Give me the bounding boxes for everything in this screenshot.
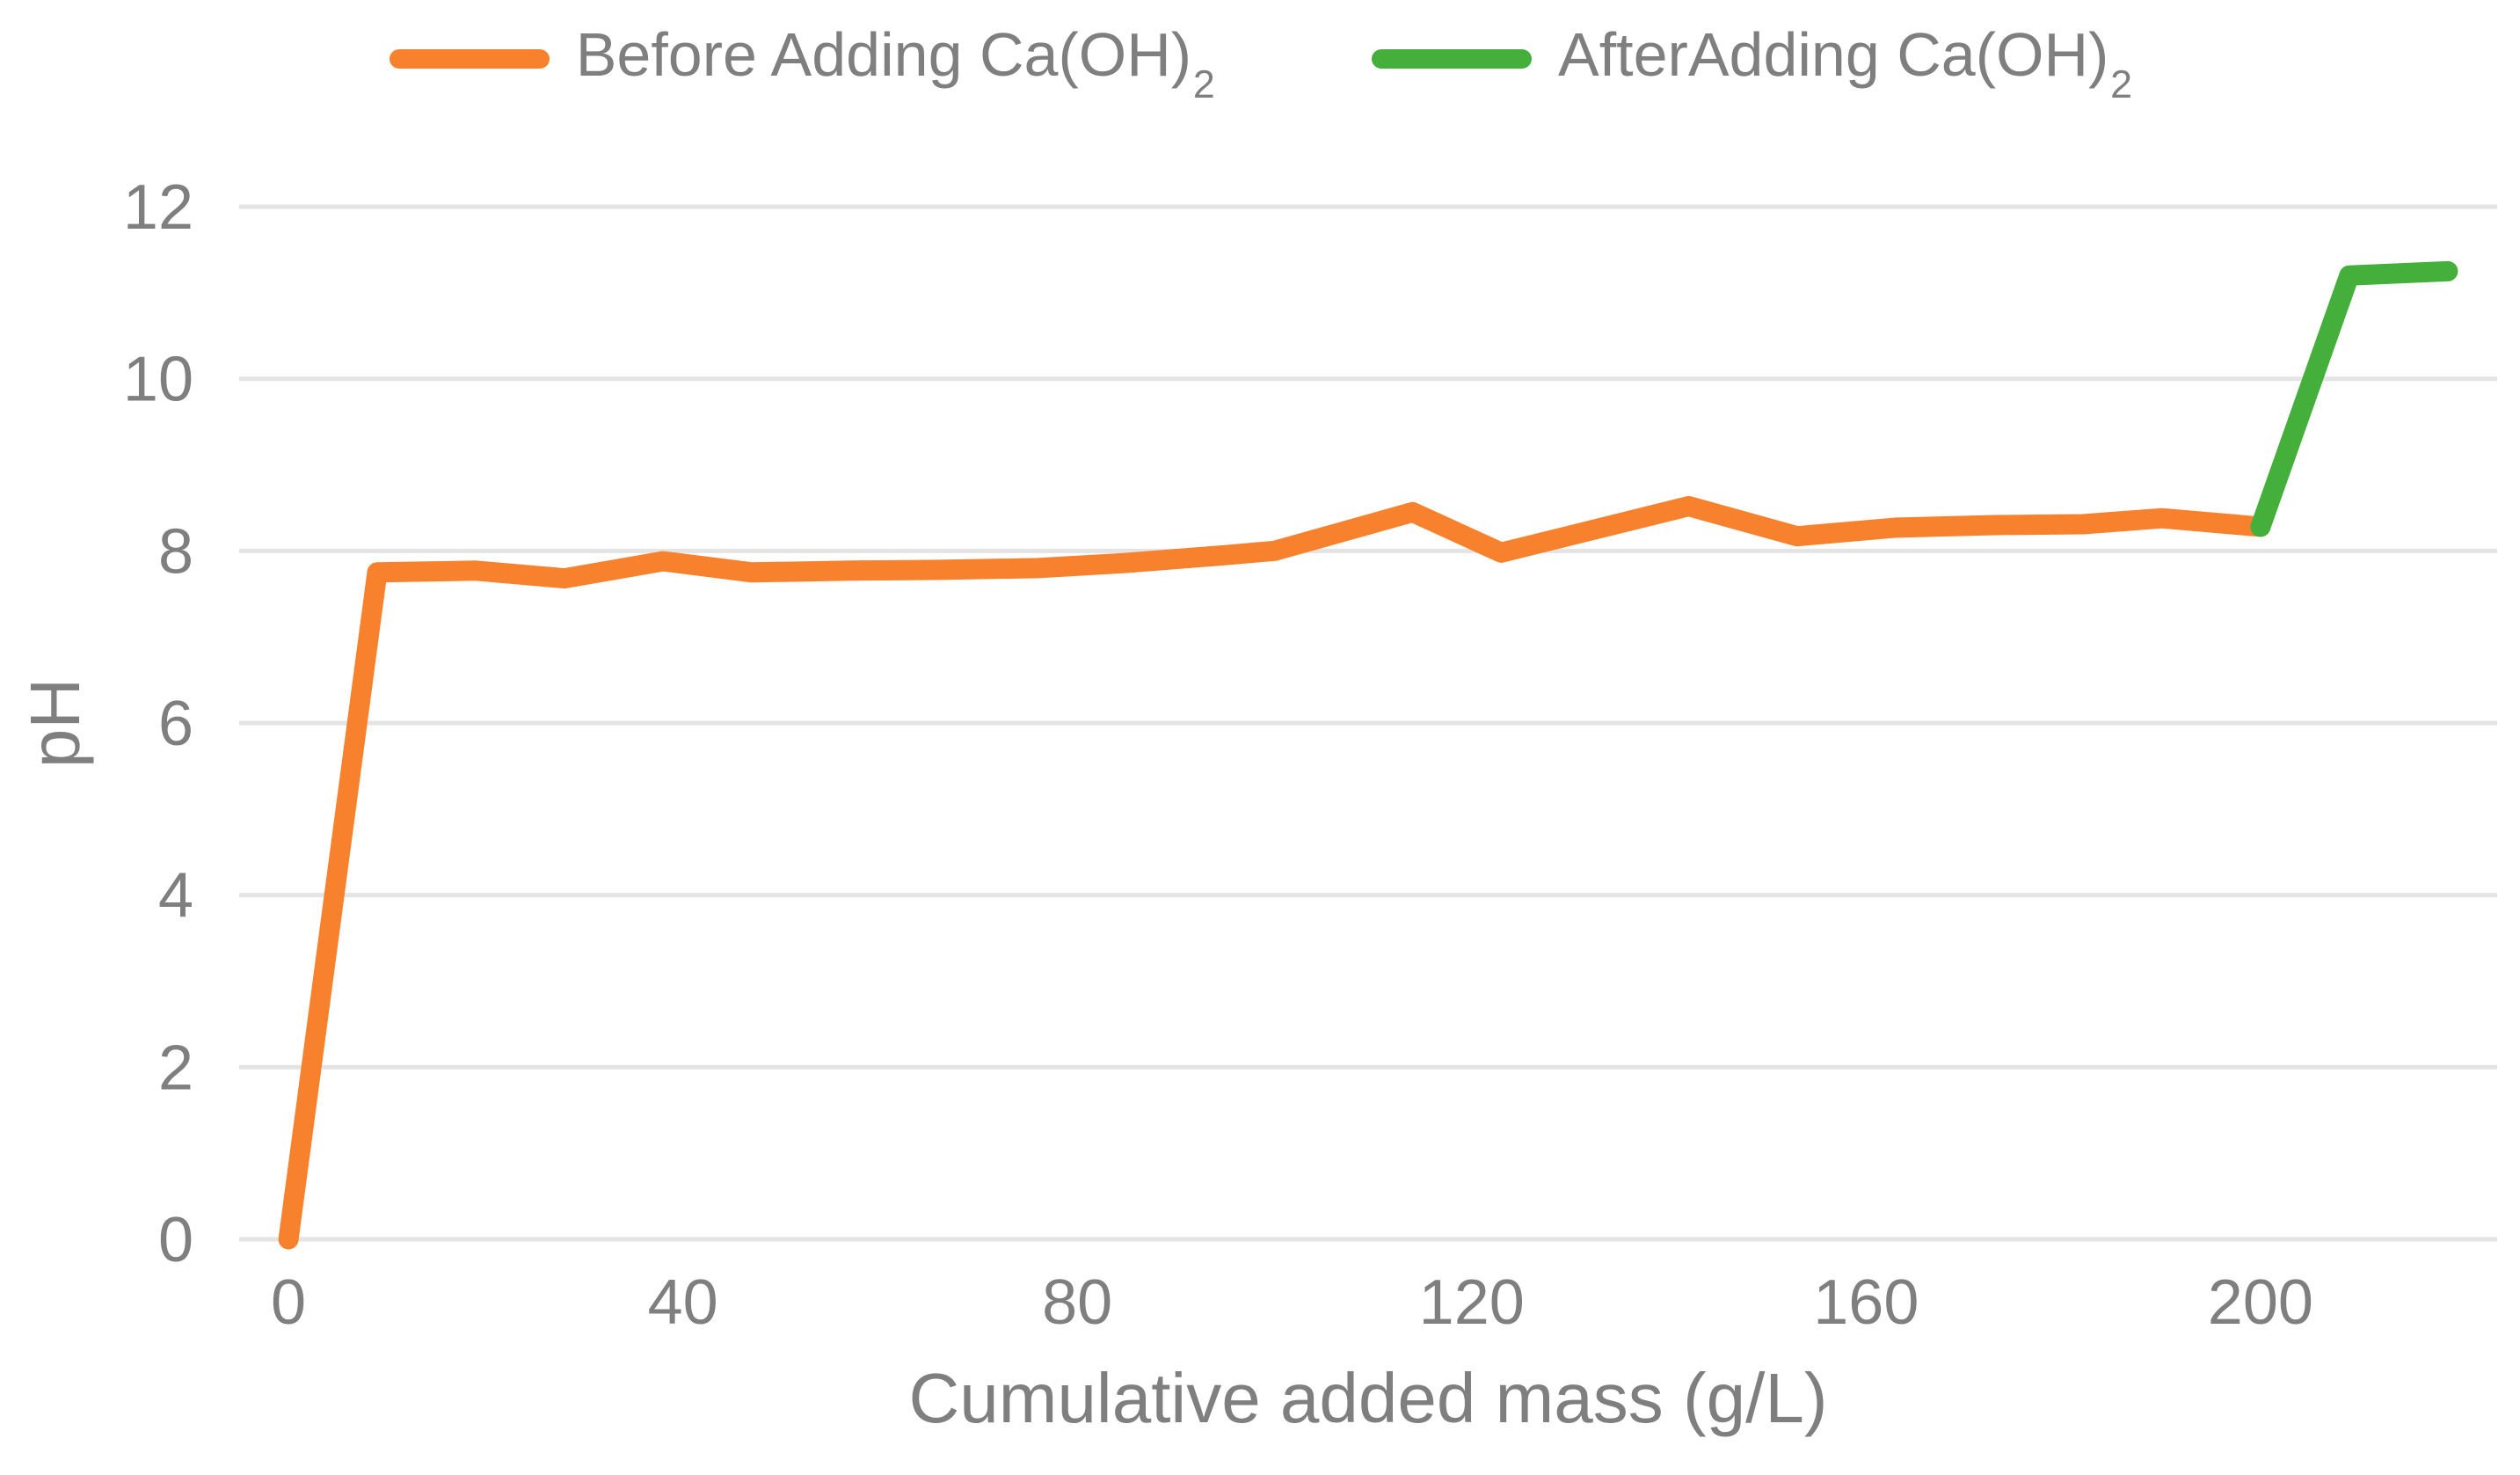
legend-label-before: Before Adding Ca(OH)2 [575,20,1215,106]
y-tick-label-10: 10 [123,345,193,415]
legend-swatch-before [389,49,550,69]
legend-entry-after: AfterAdding Ca(OH)2 [1372,19,2133,106]
y-tick-label-12: 12 [123,172,193,243]
legend-label-after-subscript: 2 [2110,62,2133,106]
legend-label-after: AfterAdding Ca(OH)2 [1558,20,2133,106]
legend-entry-before: Before Adding Ca(OH)2 [389,19,1215,106]
legend: Before Adding Ca(OH)2 AfterAdding Ca(OH)… [0,19,2520,106]
x-tick-label-40: 40 [648,1267,718,1338]
y-tick-label-0: 0 [158,1205,193,1275]
y-tick-label-6: 6 [158,689,193,759]
series-line-before [278,496,2271,1250]
y-tick-label-8: 8 [158,516,193,587]
legend-label-before-subscript: 2 [1192,62,1215,106]
y-tick-label-4: 4 [158,861,193,931]
x-tick-label-120: 120 [1419,1267,1525,1338]
x-tick-label-200: 200 [2208,1267,2313,1338]
x-axis-title: Cumulative added mass (g/L) [908,1359,1828,1437]
x-tick-label-160: 160 [1813,1267,1919,1338]
series-line-after [2250,260,2458,537]
x-tick-label-0: 0 [271,1267,306,1338]
x-tick-label-80: 80 [1042,1267,1112,1338]
y-tick-label-2: 2 [158,1033,193,1103]
y-axis-title: pH [16,677,94,769]
legend-swatch-after [1372,49,1532,69]
